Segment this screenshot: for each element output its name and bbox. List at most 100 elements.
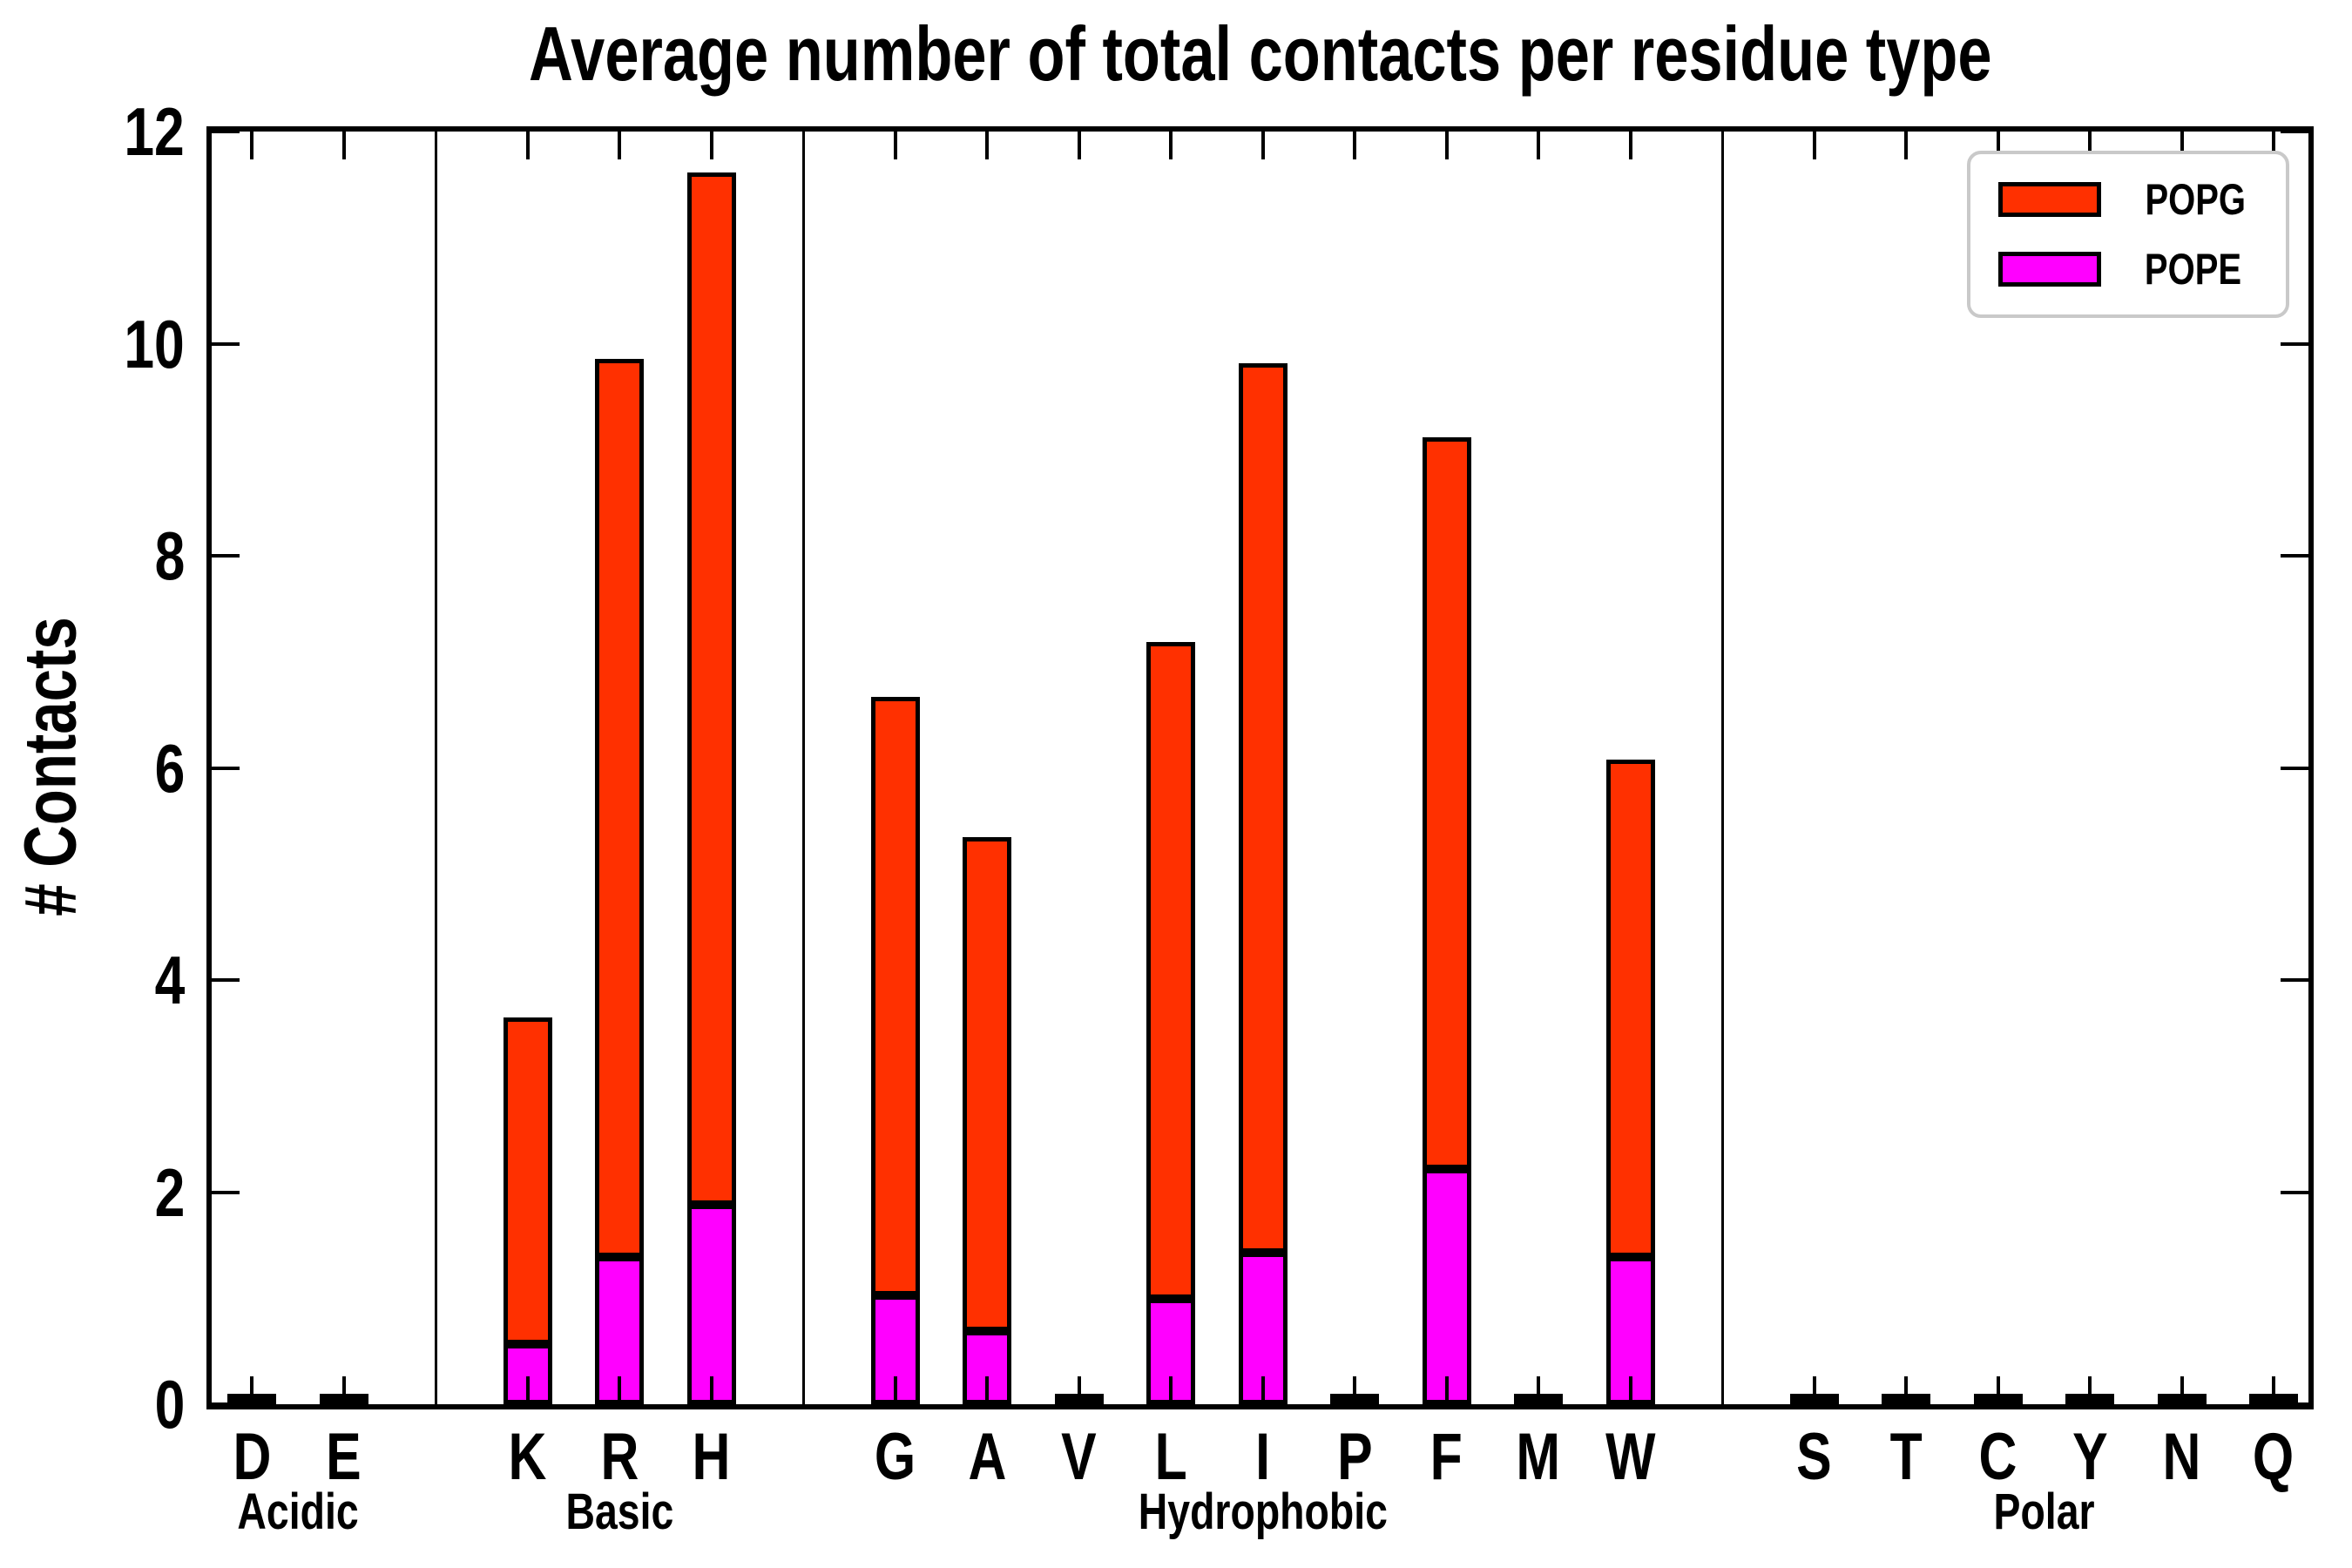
y-tick-left-0	[212, 1402, 240, 1406]
x-tick-bottom-K	[525, 1376, 530, 1404]
x-tick-bottom-G	[893, 1376, 897, 1404]
x-tick-label-T: T	[1845, 1423, 1967, 1491]
bar-segment-popg-K	[503, 1017, 552, 1344]
x-tick-bottom-L	[1169, 1376, 1173, 1404]
bar-segment-popg-I	[1238, 363, 1288, 1253]
legend-label-popg: POPG	[2132, 177, 2258, 222]
x-tick-top-F	[1444, 132, 1449, 159]
y-tick-left-2	[212, 1190, 240, 1194]
y-tick-label-8: 8	[0, 521, 185, 591]
group-label-text-acidic: Acidic	[237, 1484, 359, 1540]
y-tick-label-10: 10	[0, 309, 185, 379]
x-tick-label-text-I: I	[1255, 1420, 1270, 1494]
y-tick-label-6: 6	[0, 733, 185, 803]
x-tick-label-text-P: P	[1336, 1420, 1373, 1494]
x-tick-label-text-M: M	[1516, 1420, 1561, 1494]
x-tick-label-V: V	[1018, 1423, 1140, 1491]
x-tick-label-Q: Q	[2213, 1423, 2335, 1491]
group-separator	[434, 132, 437, 1404]
x-tick-top-A	[985, 132, 989, 159]
x-tick-bottom-M	[1537, 1376, 1540, 1404]
x-tick-bottom-F	[1444, 1376, 1449, 1404]
y-tick-label-text-4: 4	[154, 942, 185, 1018]
bar-segment-popg-W	[1605, 760, 1655, 1257]
x-tick-top-T	[1904, 132, 1908, 159]
x-tick-label-text-H: H	[692, 1420, 731, 1494]
x-tick-label-text-V: V	[1061, 1420, 1097, 1494]
group-label-polar: Polar	[1861, 1486, 2227, 1538]
x-tick-label-E: E	[283, 1423, 405, 1491]
group-label-acidic: Acidic	[115, 1486, 481, 1538]
x-tick-top-D	[250, 132, 253, 159]
group-label-basic: Basic	[436, 1486, 802, 1538]
x-tick-label-G: G	[835, 1423, 956, 1491]
x-tick-top-H	[709, 132, 713, 159]
x-tick-bottom-C	[1996, 1376, 2000, 1404]
x-tick-label-W: W	[1570, 1423, 1692, 1491]
x-tick-label-R: R	[558, 1423, 680, 1491]
x-tick-label-S: S	[1754, 1423, 1876, 1491]
x-tick-top-P	[1353, 132, 1356, 159]
y-tick-label-text-8: 8	[154, 517, 185, 594]
x-tick-bottom-A	[985, 1376, 989, 1404]
x-tick-label-text-D: D	[233, 1420, 271, 1494]
x-tick-top-Q	[2272, 132, 2275, 159]
x-tick-label-text-K: K	[508, 1420, 547, 1494]
y-tick-left-4	[212, 978, 240, 982]
y-tick-left-10	[212, 341, 240, 346]
x-tick-label-M: M	[1477, 1423, 1599, 1491]
group-label-text-basic: Basic	[565, 1484, 673, 1540]
x-tick-label-text-T: T	[1889, 1420, 1923, 1494]
x-tick-top-V	[1077, 132, 1081, 159]
x-tick-bottom-I	[1260, 1376, 1265, 1404]
x-tick-bottom-T	[1904, 1376, 1908, 1404]
y-tick-right-10	[2281, 341, 2308, 346]
y-tick-label-0: 0	[0, 1369, 185, 1439]
bar-segment-popg-G	[870, 697, 920, 1295]
x-tick-top-K	[525, 132, 530, 159]
x-tick-label-text-E: E	[326, 1420, 362, 1494]
x-tick-label-text-S: S	[1796, 1420, 1832, 1494]
y-tick-label-text-10: 10	[124, 305, 185, 382]
x-tick-label-text-G: G	[874, 1420, 916, 1494]
bar-segment-pope-F	[1422, 1169, 1471, 1404]
group-label-text-polar: Polar	[1993, 1484, 2095, 1540]
bar-segment-popg-F	[1422, 437, 1471, 1169]
group-separator	[1720, 132, 1724, 1404]
x-tick-label-text-N: N	[2162, 1420, 2201, 1494]
x-tick-bottom-R	[618, 1376, 621, 1404]
legend-label-text-popg: POPG	[2144, 175, 2246, 224]
x-tick-label-L: L	[1110, 1423, 1232, 1491]
x-tick-label-Y: Y	[2029, 1423, 2151, 1491]
x-tick-top-M	[1537, 132, 1540, 159]
x-tick-bottom-H	[709, 1376, 713, 1404]
x-tick-top-N	[2180, 132, 2184, 159]
x-tick-label-P: P	[1294, 1423, 1416, 1491]
x-tick-label-K: K	[467, 1423, 589, 1491]
legend-swatch-popg	[1997, 182, 2101, 217]
x-tick-label-H: H	[651, 1423, 773, 1491]
x-tick-label-text-A: A	[968, 1420, 1006, 1494]
x-tick-label-A: A	[926, 1423, 1048, 1491]
x-tick-label-text-F: F	[1429, 1420, 1463, 1494]
x-tick-top-R	[618, 132, 621, 159]
x-tick-bottom-V	[1077, 1376, 1081, 1404]
x-tick-top-G	[893, 132, 897, 159]
bar-segment-popg-A	[963, 837, 1011, 1331]
y-tick-label-4: 4	[0, 945, 185, 1015]
bar-segment-popg-H	[686, 172, 736, 1205]
y-tick-label-text-6: 6	[154, 729, 185, 807]
y-tick-label-2: 2	[0, 1158, 185, 1227]
x-tick-label-text-R: R	[600, 1420, 639, 1494]
x-tick-top-W	[1628, 132, 1632, 159]
x-tick-bottom-N	[2180, 1376, 2184, 1404]
y-tick-label-text-12: 12	[124, 93, 185, 170]
bar-segment-pope-H	[686, 1205, 736, 1404]
legend-row-pope: POPE	[1997, 247, 2258, 292]
x-tick-label-C: C	[1937, 1423, 2059, 1491]
legend: POPG POPE	[1966, 151, 2289, 318]
group-label-hydrophobic: Hydrophobic	[1080, 1486, 1446, 1538]
x-tick-bottom-D	[250, 1376, 253, 1404]
x-tick-top-E	[341, 132, 346, 159]
chart-title-text: Average number of total contacts per res…	[528, 10, 1992, 97]
